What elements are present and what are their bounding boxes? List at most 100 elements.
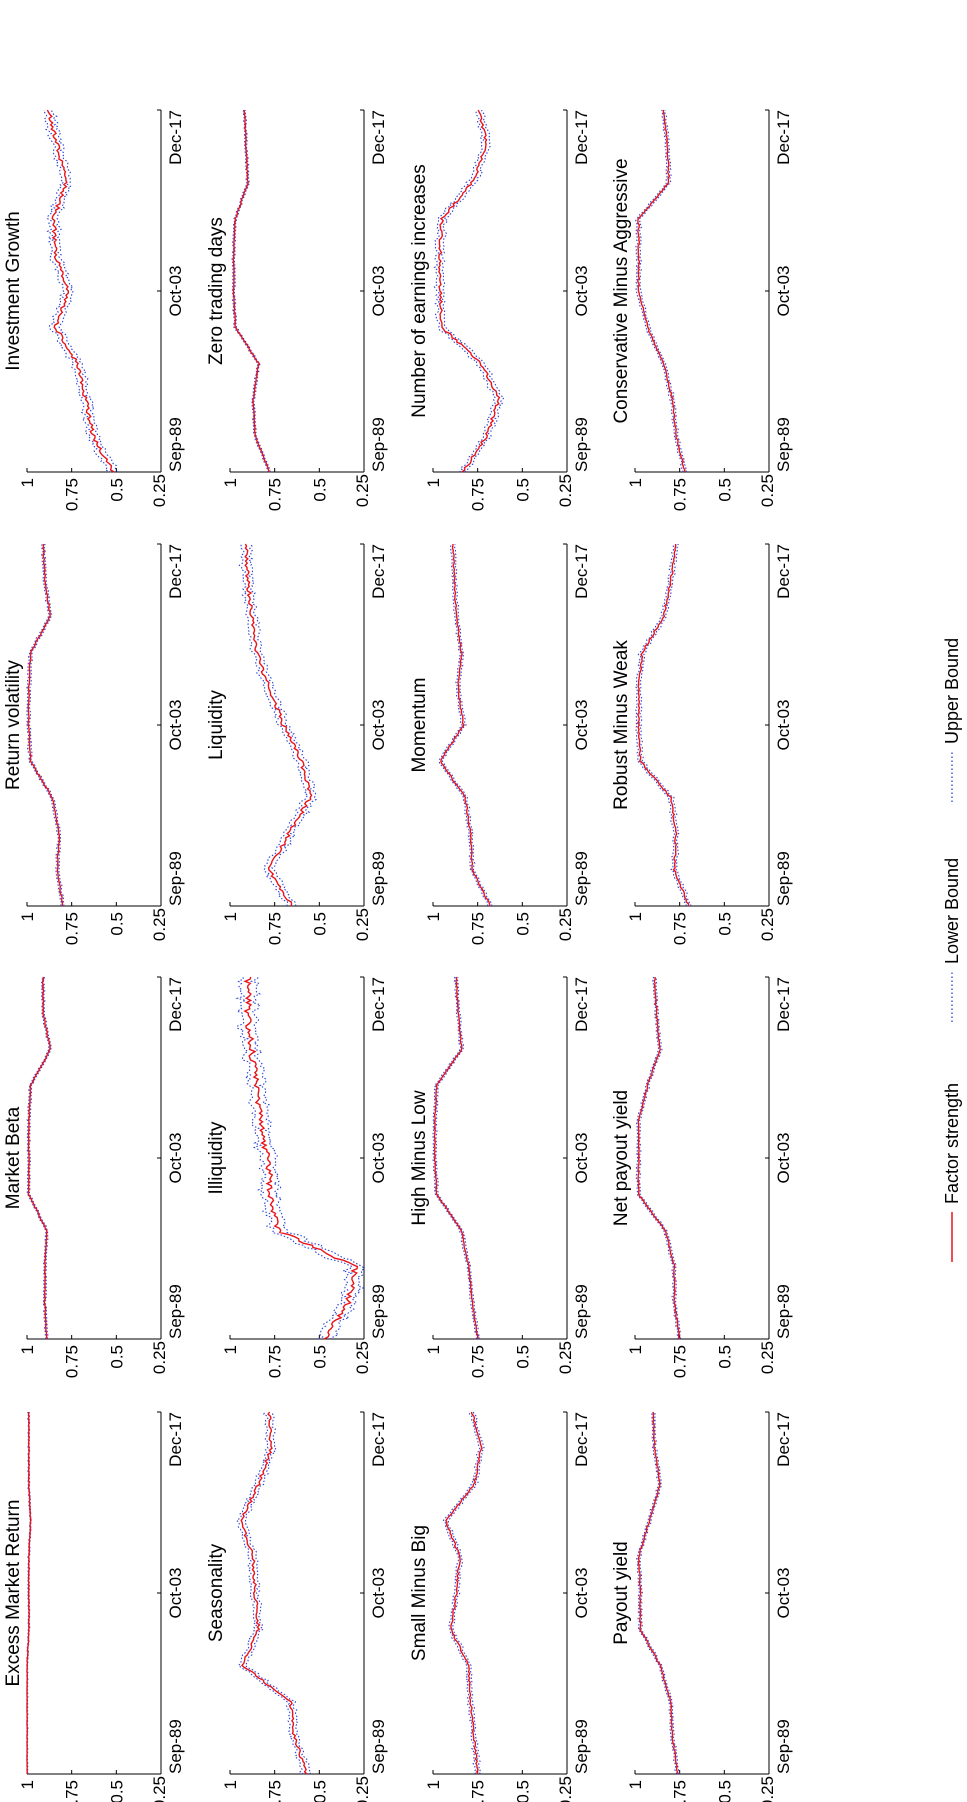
y-tick-label: 0.5 — [107, 478, 126, 502]
series-upper-bound — [635, 976, 680, 1340]
panel-return-volatility: Return volatility 0.5 0.75 1 0.25 Sep-89 Oct-0… — [3, 543, 185, 945]
panel-title: Liquidity — [206, 690, 227, 760]
y-tick-label: 0.75 — [266, 1345, 285, 1378]
y-tick-label: 0.75 — [671, 912, 690, 945]
series-upper-bound — [432, 976, 478, 1340]
series-lower-bound — [28, 976, 52, 1340]
x-tick-label: Sep-89 — [369, 1719, 388, 1774]
panel-title: Payout yield — [611, 1541, 632, 1645]
series-lower-bound — [638, 976, 682, 1340]
series-factor-strength — [244, 543, 313, 907]
series-lower-bound — [638, 1411, 681, 1775]
panel-title: Number of earnings increases — [409, 164, 430, 417]
x-tick-label: Dec-17 — [774, 544, 793, 599]
y-tick-label: 0.75 — [671, 1780, 690, 1802]
y-tick-label: 0.75 — [63, 1780, 82, 1802]
series-upper-bound — [231, 109, 270, 473]
x-tick-label: Oct-03 — [369, 265, 388, 316]
y-tick-label: 1 — [18, 1345, 37, 1354]
y-tick-label: 0.5 — [715, 912, 734, 936]
series-upper-bound — [634, 543, 687, 907]
y-tick-label: 0.25 — [150, 474, 169, 507]
x-tick-label: Sep-89 — [166, 1719, 185, 1774]
x-tick-label: Dec-17 — [774, 1412, 793, 1467]
series-factor-strength — [27, 976, 51, 1340]
series-lower-bound — [28, 543, 65, 907]
series-upper-bound — [442, 1411, 481, 1775]
x-tick-label: Dec-17 — [572, 977, 591, 1032]
x-tick-label: Dec-17 — [369, 1412, 388, 1467]
x-tick-label: Oct-03 — [774, 1567, 793, 1618]
y-tick-label: 0.25 — [758, 1341, 777, 1374]
x-tick-label: Dec-17 — [774, 977, 793, 1032]
y-tick-label: 0.5 — [715, 1780, 734, 1802]
y-tick-label: 0.75 — [63, 912, 82, 945]
x-tick-label: Oct-03 — [166, 1132, 185, 1183]
y-tick-label: 0.25 — [758, 908, 777, 941]
series-factor-strength — [46, 109, 115, 473]
panel-title: Momentum — [409, 677, 430, 772]
x-tick-label: Dec-17 — [369, 977, 388, 1032]
y-tick-label: 1 — [221, 478, 240, 487]
panel-title: Small Minus Big — [409, 1525, 430, 1661]
series-factor-strength — [232, 109, 271, 473]
y-tick-label: 1 — [424, 912, 443, 921]
x-tick-label: Oct-03 — [369, 1132, 388, 1183]
series-upper-bound — [433, 109, 496, 473]
y-tick-label: 0.75 — [266, 1780, 285, 1802]
series-factor-strength — [437, 109, 501, 473]
series-factor-strength — [637, 109, 686, 473]
y-tick-label: 0.75 — [63, 478, 82, 511]
panel-title: Market Beta — [3, 1106, 24, 1209]
series-lower-bound — [441, 109, 505, 473]
series-factor-strength — [26, 1412, 32, 1775]
x-tick-label: Sep-89 — [572, 1284, 591, 1339]
y-tick-label: 1 — [424, 478, 443, 487]
y-tick-label: 0.75 — [266, 912, 285, 945]
y-tick-label: 0.25 — [353, 474, 372, 507]
y-tick-label: 0.25 — [150, 1341, 169, 1374]
series-upper-bound — [26, 976, 50, 1339]
y-tick-label: 0.5 — [310, 912, 329, 936]
x-tick-label: Oct-03 — [369, 699, 388, 750]
panel-title: Conservative Minus Aggressive — [611, 158, 632, 423]
series-lower-bound — [244, 1411, 312, 1775]
x-tick-label: Dec-17 — [166, 544, 185, 599]
series-upper-bound — [26, 543, 62, 907]
y-tick-label: 0.25 — [556, 1776, 575, 1802]
panel-zero-trading-days: Zero trading days 0.5 0.75 1 0.25 Sep-89 Oct-0… — [206, 109, 388, 511]
series-upper-bound — [43, 109, 111, 473]
y-tick-label: 0.5 — [107, 1780, 126, 1802]
x-tick-label: Sep-89 — [166, 1284, 185, 1339]
panel-payout-yield: Payout yield 0.5 0.75 1 0.25 Sep-89 Oct-03 Dec-… — [611, 1411, 793, 1802]
y-tick-label: 0.75 — [671, 478, 690, 511]
legend-label-upper-bound: Upper Bound — [942, 638, 962, 744]
panel-momentum: Momentum 0.5 0.75 1 0.25 Sep-89 Oct-03 Dec-17 — [409, 543, 591, 945]
panel-title: Return volatility — [3, 660, 24, 790]
panel-high-minus-low: High Minus Low 0.5 0.75 1 0.25 Sep-89 Oct-03 De… — [409, 976, 591, 1378]
legend: Factor strength Lower Bound Upper Bound — [942, 638, 962, 1262]
series-upper-bound — [235, 1411, 304, 1775]
y-tick-label: 0.25 — [150, 908, 169, 941]
series-upper-bound — [636, 1411, 678, 1775]
series-upper-bound — [438, 543, 489, 907]
y-tick-label: 0.5 — [107, 1345, 126, 1369]
x-tick-label: Sep-89 — [166, 417, 185, 472]
x-tick-label: Sep-89 — [369, 1284, 388, 1339]
panel-liquidity: Liquidity 0.5 0.75 1 0.25 Sep-89 Oct-03 Dec-17 — [206, 543, 388, 945]
panel-title: High Minus Low — [409, 1090, 430, 1225]
x-tick-label: Dec-17 — [572, 110, 591, 165]
x-tick-label: Dec-17 — [572, 1412, 591, 1467]
panel-title: Excess Market Return — [3, 1500, 24, 1687]
panel-title: Zero trading days — [206, 217, 227, 365]
x-tick-label: Sep-89 — [774, 1719, 793, 1774]
rotated-figure-group: Excess Market Return 0.5 0.75 1 0.25 Sep-89 Oc… — [3, 109, 962, 1802]
y-tick-label: 0.5 — [513, 478, 532, 502]
x-tick-label: Dec-17 — [166, 110, 185, 165]
series-lower-bound — [233, 109, 271, 473]
y-tick-label: 0.25 — [758, 474, 777, 507]
x-tick-label: Oct-03 — [774, 699, 793, 750]
series-lower-bound — [638, 543, 692, 907]
y-tick-label: 0.5 — [310, 478, 329, 502]
